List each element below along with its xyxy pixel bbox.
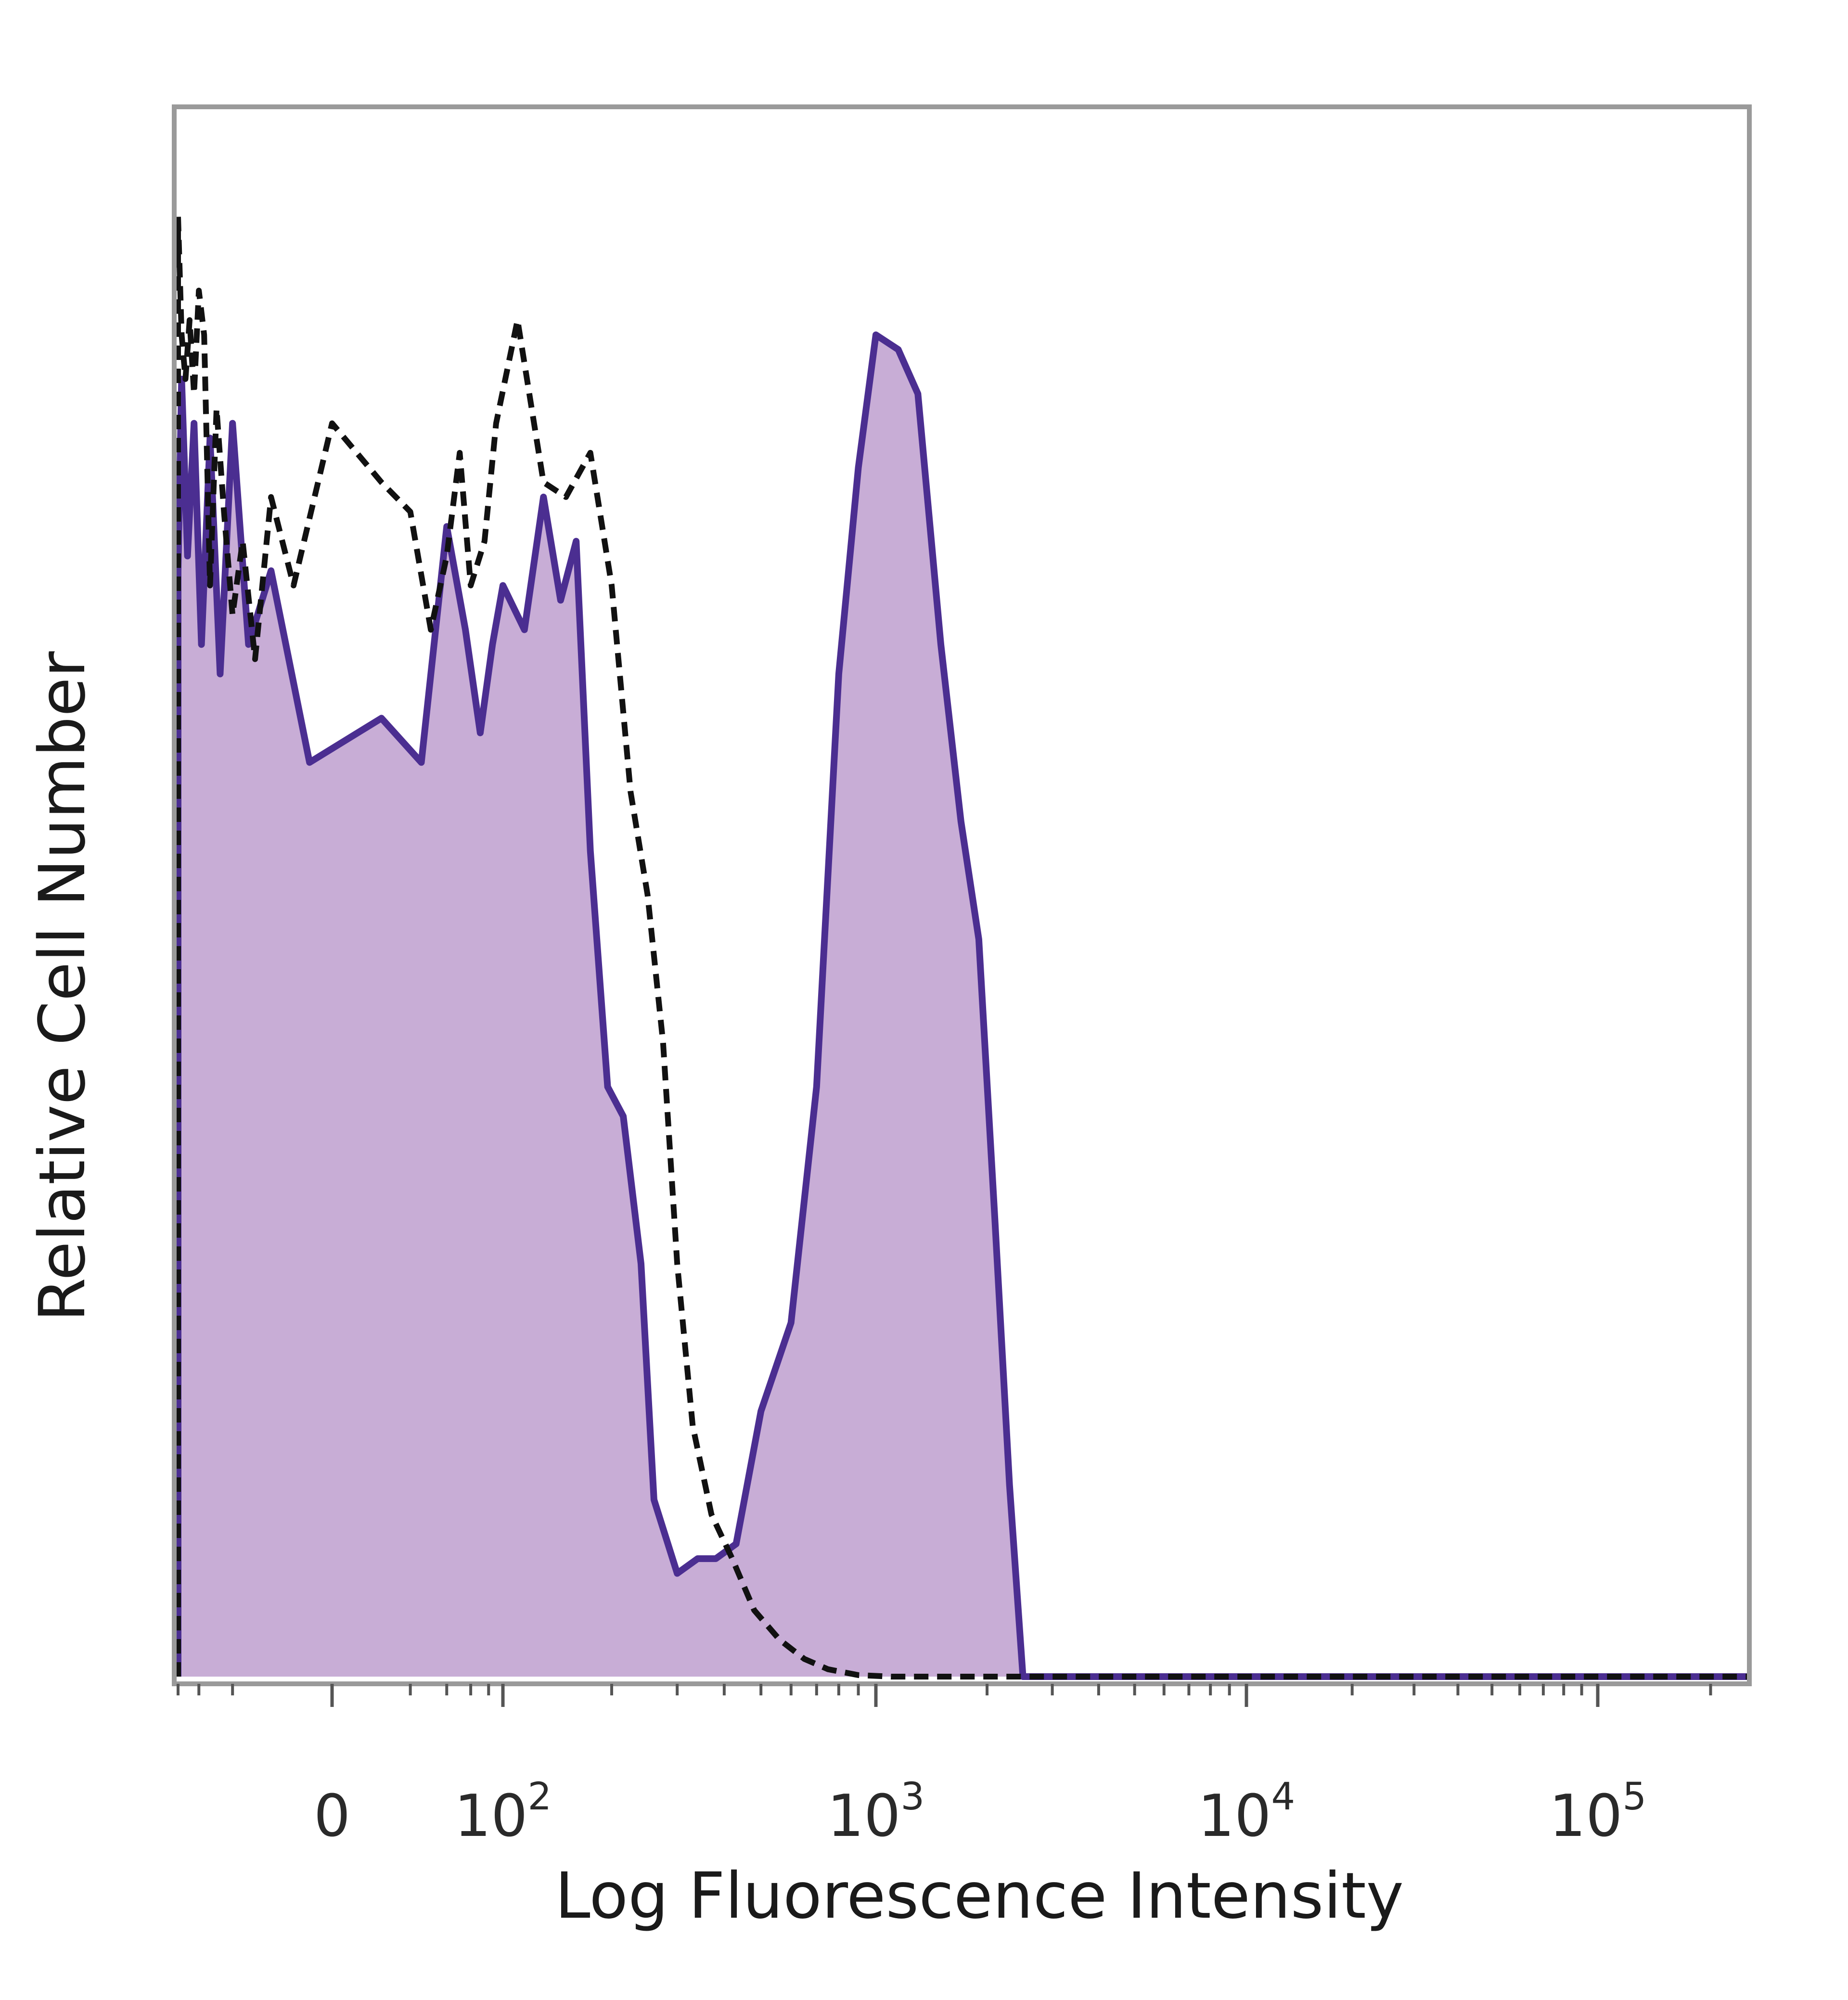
stained-histogram-fill (178, 334, 1747, 1677)
stained-histogram-line (175, 331, 1750, 1680)
x-tick-label: 103 (827, 1775, 924, 1850)
x-tick-label: 102 (454, 1775, 552, 1850)
x-tick-label: 104 (1198, 1775, 1295, 1850)
x-axis-title: Log Fluorescence Intensity (555, 1859, 1404, 1933)
y-axis-title: Relative Cell Number (26, 651, 100, 1322)
series-layer (175, 217, 1750, 1680)
plot-frame (172, 104, 1752, 1686)
control-histogram-line (175, 217, 1747, 1679)
x-tick-label: 0 (314, 1783, 350, 1850)
x-axis-ticks (177, 1684, 1712, 1707)
x-axis-tick-labels: 0 102 103 104 105 (314, 1775, 1646, 1850)
x-tick-label: 105 (1549, 1775, 1646, 1850)
